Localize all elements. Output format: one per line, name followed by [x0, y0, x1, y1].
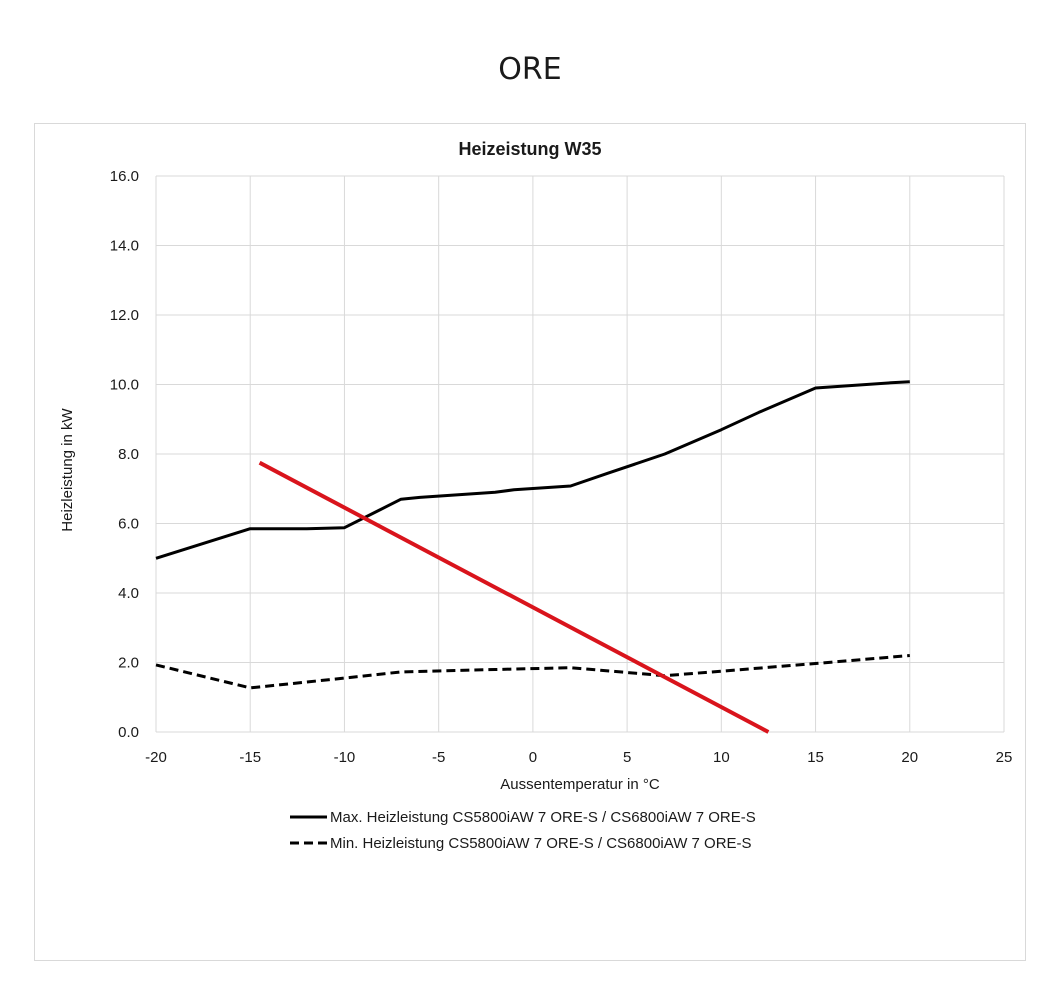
annotation-group: [258, 460, 770, 734]
x-tick-label: 25: [996, 749, 1013, 766]
legend-label: Min. Heizleistung CS5800iAW 7 ORE-S / CS…: [330, 835, 752, 852]
x-tick-label: 0: [529, 749, 537, 766]
x-tick-label: -20: [145, 749, 167, 766]
y-tick-label: 14.0: [110, 238, 139, 255]
x-tick-label: -5: [432, 749, 445, 766]
x-axis-label: Aussentemperatur in °C: [500, 776, 660, 793]
x-tick-label: -10: [334, 749, 356, 766]
y-tick-label: 12.0: [110, 307, 139, 324]
y-tick-label: 6.0: [118, 516, 139, 533]
x-tick-label: -15: [239, 749, 261, 766]
series-group: [155, 380, 910, 690]
y-tick-label: 8.0: [118, 446, 139, 463]
y-axis-ticks: 0.0 2.0 4.0 6.0 8.0 10.0 12.0 14.0 16.0: [110, 168, 139, 741]
series-line-min: [155, 654, 910, 690]
y-tick-label: 2.0: [118, 655, 139, 672]
chart-title: Heizeistung W35: [458, 139, 601, 159]
page-title: ORE: [498, 52, 562, 87]
y-tick-label: 16.0: [110, 168, 139, 185]
series-line-max: [155, 380, 910, 560]
red-annotation-line: [258, 460, 770, 734]
x-axis-ticks: -20 -15 -10 -5 0 5 10 15 20 25: [145, 749, 1012, 766]
chart-frame: [34, 123, 1026, 961]
x-tick-label: 5: [623, 749, 631, 766]
y-tick-label: 10.0: [110, 377, 139, 394]
grid: [155, 175, 1005, 733]
x-tick-label: 20: [901, 749, 918, 766]
legend: Max. Heizleistung CS5800iAW 7 ORE-S / CS…: [290, 809, 756, 852]
y-tick-label: 0.0: [118, 724, 139, 741]
legend-label: Max. Heizleistung CS5800iAW 7 ORE-S / CS…: [330, 809, 756, 826]
y-axis-label: Heizleistung in kW: [59, 407, 76, 531]
x-tick-label: 15: [807, 749, 824, 766]
x-tick-label: 10: [713, 749, 730, 766]
y-tick-label: 4.0: [118, 585, 139, 602]
